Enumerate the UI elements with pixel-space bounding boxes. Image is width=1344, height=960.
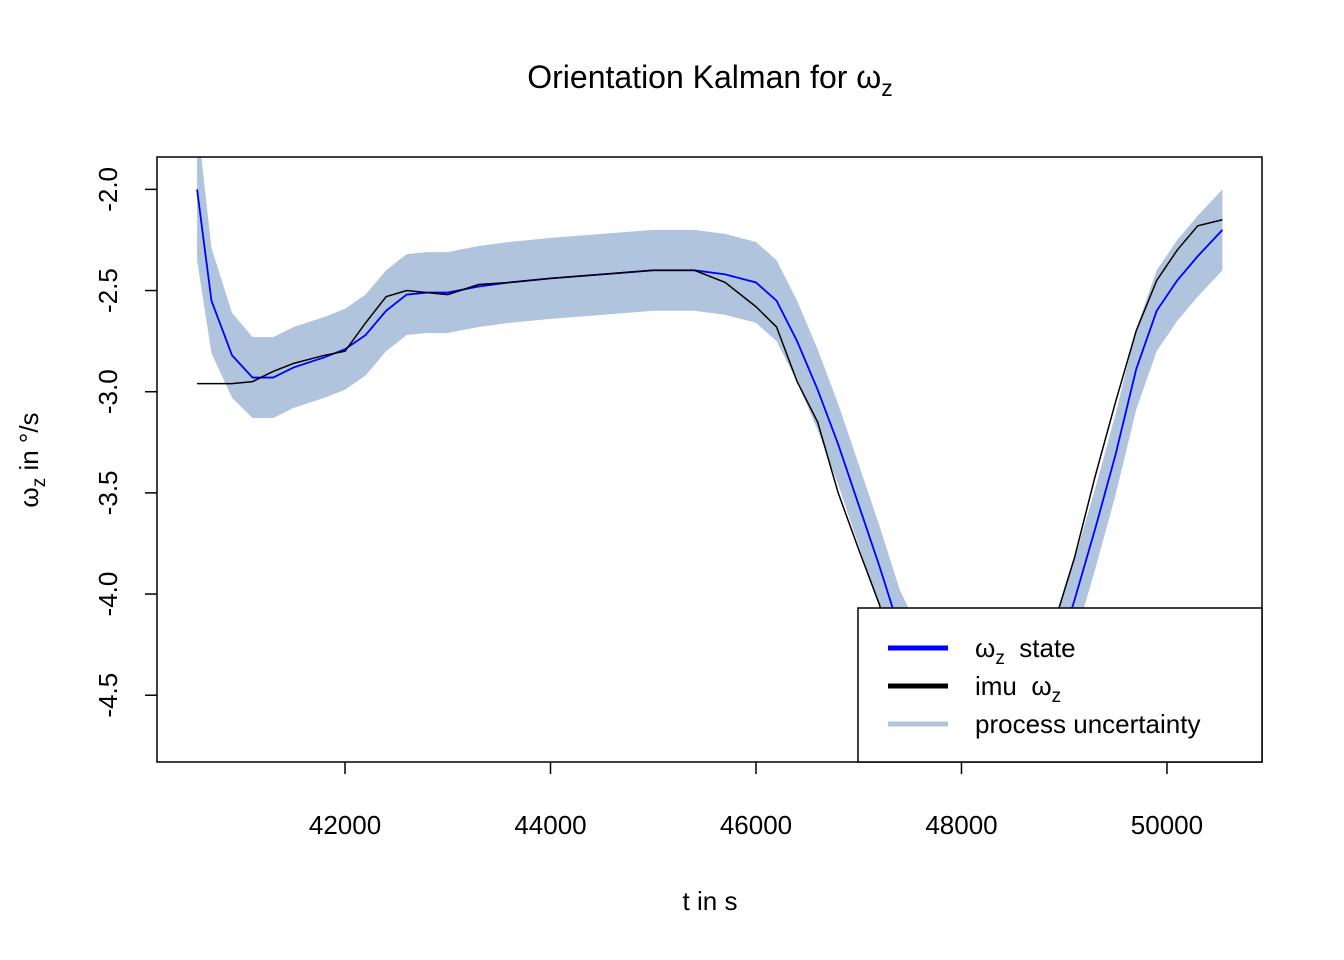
x-tick-label: 50000	[1131, 810, 1203, 840]
legend-label: imu ωz	[975, 671, 1061, 707]
title-sub: z	[881, 75, 893, 101]
series-line	[197, 218, 1223, 757]
ylabel-sub: z	[29, 478, 50, 488]
legend-name-sub: z	[1052, 686, 1062, 707]
legend-name-sub: z	[995, 648, 1005, 669]
legend-name: imu ω	[975, 671, 1052, 701]
legend-label: ωz state	[975, 633, 1076, 669]
plot-frame	[156, 156, 1263, 763]
legend-name: ω	[975, 633, 995, 663]
x-axis-label: t in s	[683, 886, 738, 916]
uncertainty-band	[197, 157, 1223, 762]
x-tick-label: 44000	[514, 810, 586, 840]
y-tick-label: -3.0	[93, 369, 123, 414]
y-tick-label: -2.5	[93, 268, 123, 313]
legend-name-post: state	[1005, 633, 1076, 663]
x-tick-label: 46000	[720, 810, 792, 840]
y-axis-label: ωz in °/s	[14, 412, 50, 507]
legend-name: process uncertainty	[975, 709, 1200, 739]
ylabel-post: in °/s	[14, 412, 44, 477]
plot-area	[196, 157, 1224, 762]
axes: 42000 44000 46000 48000 50000 -2.0 -2.5 -3.0 -3.…	[93, 156, 1263, 840]
y-tick-label: -2.0	[93, 167, 123, 212]
y-tick-label: -3.5	[93, 470, 123, 515]
ylabel-main: ω	[14, 487, 44, 507]
x-tick-label: 42000	[309, 810, 381, 840]
legend-label: process uncertainty	[975, 709, 1200, 739]
chart-title: Orientation Kalman for ωz	[527, 59, 893, 101]
x-tick-label: 48000	[925, 810, 997, 840]
title-main: Orientation Kalman for ω	[527, 59, 881, 95]
y-tick-label: -4.5	[93, 673, 123, 718]
y-tick-label: -4.0	[93, 572, 123, 617]
